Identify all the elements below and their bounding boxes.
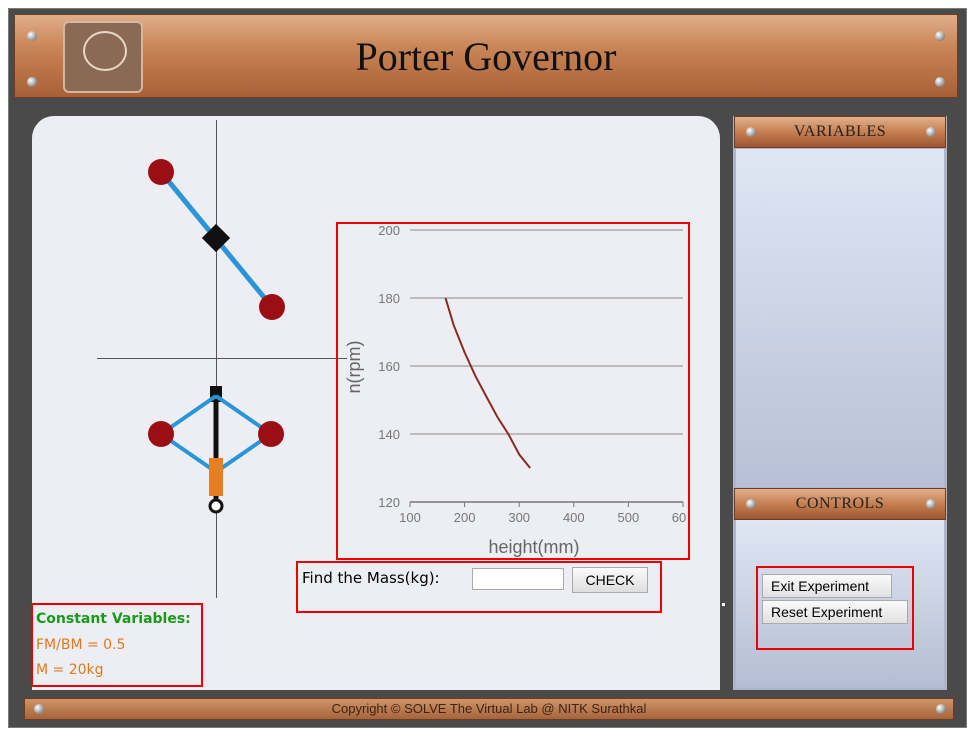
rivet-icon	[936, 704, 946, 714]
chart-y-tick-label: 160	[378, 359, 400, 374]
governor-top-view	[148, 159, 285, 320]
variables-panel-header: VARIABLES	[734, 116, 946, 148]
chart-x-tick-label: 60	[672, 510, 686, 525]
variables-panel-title: VARIABLES	[793, 123, 887, 140]
institute-emblem-icon	[63, 21, 143, 93]
exit-experiment-button[interactable]: Exit Experiment	[762, 574, 892, 598]
chart-x-label: height(mm)	[488, 537, 579, 557]
controls-highlight-box	[756, 566, 914, 650]
rivet-icon	[746, 499, 756, 509]
chart-x-tick-label: 200	[454, 510, 476, 525]
rivet-icon	[926, 499, 936, 509]
find-mass-form: Find the Mass(kg): CHECK	[296, 561, 662, 613]
chart-y-tick-label: 180	[378, 291, 400, 306]
footer-bar: Copyright © SOLVE The Virtual Lab @ NITK…	[24, 698, 954, 720]
chart-x-tick-label: 500	[618, 510, 640, 525]
horizontal-axis-line	[97, 358, 347, 359]
chart-y-tick-label: 140	[378, 427, 400, 442]
chart-x-tick-label: 100	[399, 510, 421, 525]
chart-y-tick-label: 200	[378, 224, 400, 238]
rivet-icon	[926, 127, 936, 137]
variables-panel-body	[736, 149, 944, 487]
constant-fm-bm: FM/BM = 0.5	[36, 637, 126, 653]
rivet-icon	[27, 31, 37, 41]
chart-x-tick-label: 400	[563, 510, 585, 525]
chart-y-tick-label: 120	[378, 495, 400, 510]
header-bar: Porter Governor	[14, 14, 958, 98]
governor-ball	[259, 294, 285, 320]
rivet-icon	[935, 77, 945, 87]
controls-panel-header: CONTROLS	[734, 488, 946, 520]
stray-dot	[722, 603, 725, 606]
constant-mass: M = 20kg	[36, 662, 104, 678]
chart-highlight-box	[336, 222, 690, 560]
constant-variables-box: Constant Variables: FM/BM = 0.5 M = 20kg	[31, 603, 203, 687]
check-button[interactable]: CHECK	[572, 567, 648, 593]
page-title: Porter Governor	[355, 34, 617, 79]
governor-ball	[148, 421, 174, 447]
rivet-icon	[34, 704, 44, 714]
footer-text: Copyright © SOLVE The Virtual Lab @ NITK…	[331, 701, 647, 716]
governor-ball	[148, 159, 174, 185]
controls-panel-title: CONTROLS	[795, 495, 885, 512]
governor-front-view	[148, 386, 284, 514]
rivet-icon	[27, 77, 37, 87]
mass-input[interactable]	[472, 568, 564, 590]
base-pivot	[208, 498, 224, 514]
reset-experiment-button[interactable]: Reset Experiment	[762, 600, 908, 624]
rivet-icon	[746, 127, 756, 137]
vertical-axis-line	[216, 120, 217, 598]
governor-ball	[258, 421, 284, 447]
constant-variables-title: Constant Variables:	[36, 611, 191, 627]
chart-y-label: n(rpm)	[344, 341, 364, 394]
chart-series-line	[444, 297, 531, 469]
speed-height-chart: 200 180 160 140 120 100 200 300 400 500 60 n(rpm)…	[344, 224, 686, 557]
rivet-icon	[935, 31, 945, 41]
chart-x-tick-label: 300	[508, 510, 530, 525]
simulation-stage	[32, 116, 720, 690]
sleeve	[209, 458, 223, 496]
find-mass-label: Find the Mass(kg):	[302, 569, 440, 587]
